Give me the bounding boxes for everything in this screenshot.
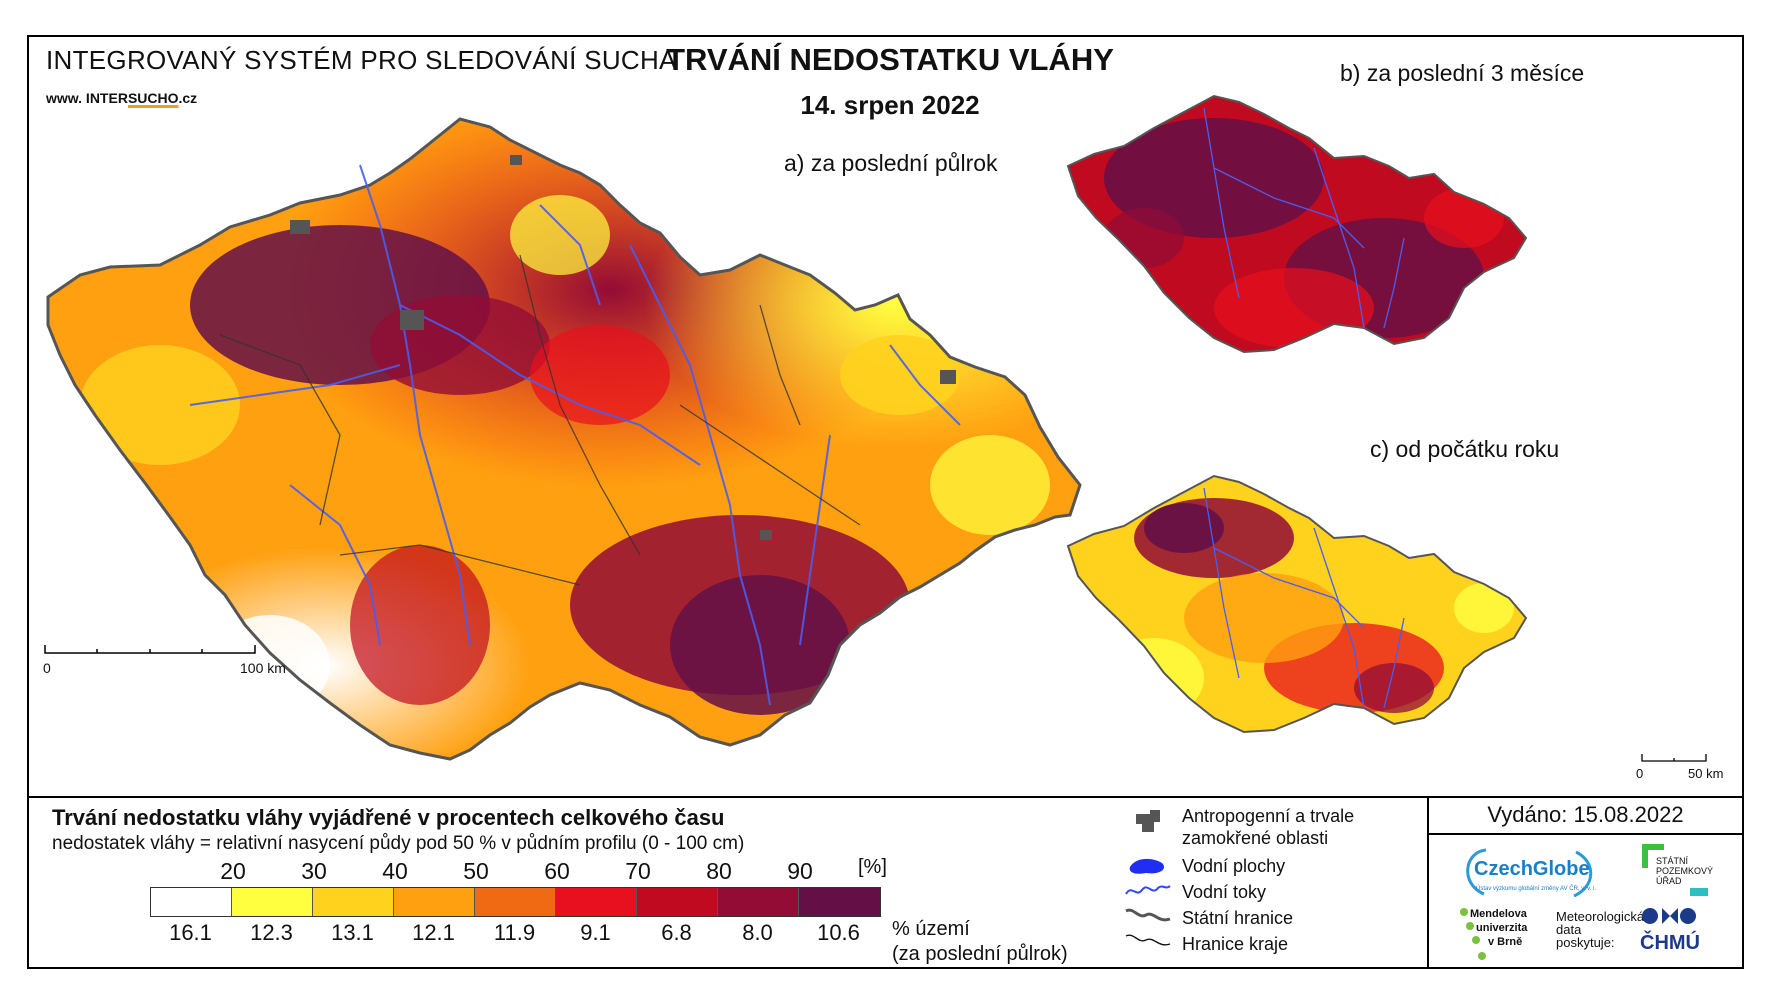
- scale-bar-main: [44, 645, 256, 654]
- legend-area-period: (za poslední půlrok): [892, 943, 1068, 965]
- legend-title: Trvání nedostatku vláhy vyjádřené v proc…: [52, 805, 725, 830]
- legend-area-label: % území: [892, 918, 970, 940]
- url-prefix: www. INTER: [46, 90, 128, 106]
- scale-main-start: 0: [43, 660, 51, 676]
- water-area-icon: [1129, 858, 1165, 874]
- scale-main-end: 100 km: [240, 660, 286, 676]
- map-a-half-year: [44, 117, 1082, 761]
- spu-accent-bar: [1690, 888, 1708, 896]
- legend-subtitle: nedostatek vláhy = relativní nasycení pů…: [52, 833, 745, 854]
- legend-water-areas: Vodní plochy: [1182, 856, 1286, 876]
- prague-area-icon: [400, 310, 424, 330]
- legend-percentage: 6.8: [661, 920, 692, 945]
- legend-color-cell: [151, 888, 232, 916]
- legend-tick: 70: [625, 858, 651, 884]
- legend-unit: [%]: [858, 856, 887, 878]
- panel-c-label: c) od počátku roku: [1370, 436, 1560, 462]
- legend-percentage: 9.1: [580, 920, 611, 945]
- legend-percentage: 11.9: [493, 920, 536, 945]
- legend-color-cell: [556, 888, 637, 916]
- meteo-data-line-3: poskytuje:: [1556, 935, 1615, 950]
- legend-divider: [1427, 796, 1429, 969]
- panel-b-label: b) za poslední 3 měsíce: [1340, 60, 1585, 86]
- region-border-icon: [1125, 934, 1171, 946]
- legend-color-cell: [232, 888, 313, 916]
- chmu-logo-icon: [1642, 908, 1696, 924]
- legend-tick: 50: [463, 858, 489, 884]
- anthropogenic-area-icon: [1136, 810, 1160, 832]
- legend-percentage: 12.1: [412, 920, 455, 945]
- legend-tick: 60: [544, 858, 570, 884]
- mendel-logo-icon: [1460, 908, 1486, 960]
- mendel-logo-line-3: v Brně: [1488, 936, 1523, 948]
- map-c-since-year-start: [1066, 474, 1528, 734]
- legend-color-cell: [799, 888, 880, 916]
- czechglobe-logo-icon: [1466, 848, 1593, 898]
- legend-percentage: 8.0: [742, 920, 773, 945]
- legend-color-cell: [475, 888, 556, 916]
- meteo-data-line-2: data: [1556, 922, 1582, 937]
- meteo-data-line-1: Meteorologická: [1556, 909, 1645, 924]
- scale-bar-small: [1641, 754, 1707, 762]
- website-url[interactable]: www. INTERSUCHO.cz: [46, 90, 197, 106]
- legend-percentage: 10.6: [817, 920, 860, 945]
- map-title: TRVÁNÍ NEDOSTATKU VLÁHY: [666, 42, 1114, 77]
- legend-tick: 40: [382, 858, 408, 884]
- legend-tick: 80: [706, 858, 732, 884]
- legend-color-cell: [394, 888, 475, 916]
- panel-a-label: a) za poslední půlrok: [784, 150, 998, 176]
- legend-color-scale: [150, 887, 881, 917]
- issued-divider: [1427, 833, 1744, 835]
- chmu-logo-text: ČHMÚ: [1640, 932, 1700, 954]
- legend-percentage: 13.1: [331, 920, 374, 945]
- map-b-three-months: [1066, 94, 1528, 354]
- legend-percentage: 16.1: [169, 920, 212, 945]
- scale-small-start: 0: [1636, 766, 1644, 781]
- mendel-logo-line-2: univerzita: [1476, 922, 1528, 934]
- legend-color-cell: [718, 888, 799, 916]
- url-suffix: .cz: [178, 90, 198, 106]
- water-stream-icon: [1125, 885, 1171, 895]
- legend-water-streams: Vodní toky: [1182, 882, 1267, 902]
- system-title: INTEGROVANÝ SYSTÉM PRO SLEDOVÁNÍ SUCHA: [46, 45, 677, 75]
- map-date: 14. srpen 2022: [800, 90, 980, 120]
- spu-logo-line-3: ÚŘAD: [1656, 876, 1682, 886]
- legend-panel: [27, 796, 1744, 969]
- state-border-icon: [1125, 908, 1171, 922]
- scale-small-end: 50 km: [1688, 766, 1724, 781]
- issued-date: Vydáno: 15.08.2022: [1487, 802, 1684, 827]
- legend-percentage: 12.3: [250, 920, 293, 945]
- mendel-logo-line-1: Mendelova: [1470, 908, 1527, 920]
- spu-logo-line-1: STÁTNÍ: [1656, 856, 1689, 866]
- spu-logo-icon: [1642, 844, 1664, 868]
- legend-color-cell: [637, 888, 718, 916]
- legend-tick: 20: [220, 858, 246, 884]
- legend-anthropogenic: Antropogenní a trvale: [1182, 806, 1355, 826]
- legend-tick: 90: [787, 858, 813, 884]
- legend-state-border: Státní hranice: [1182, 908, 1294, 928]
- czechglobe-logo-text: CzechGlobe: [1474, 858, 1590, 880]
- spu-logo-line-2: POZEMKOVÝ: [1656, 866, 1714, 876]
- legend-anthropogenic-2: zamokřené oblasti: [1182, 828, 1329, 848]
- legend-region-border: Hranice kraje: [1182, 934, 1289, 954]
- url-highlight: SUCHO: [127, 90, 179, 106]
- czechglobe-subtitle: Ústav výzkumu globální změny AV ČR, v. v…: [1476, 886, 1597, 892]
- legend-tick: 30: [301, 858, 327, 884]
- legend-color-cell: [313, 888, 394, 916]
